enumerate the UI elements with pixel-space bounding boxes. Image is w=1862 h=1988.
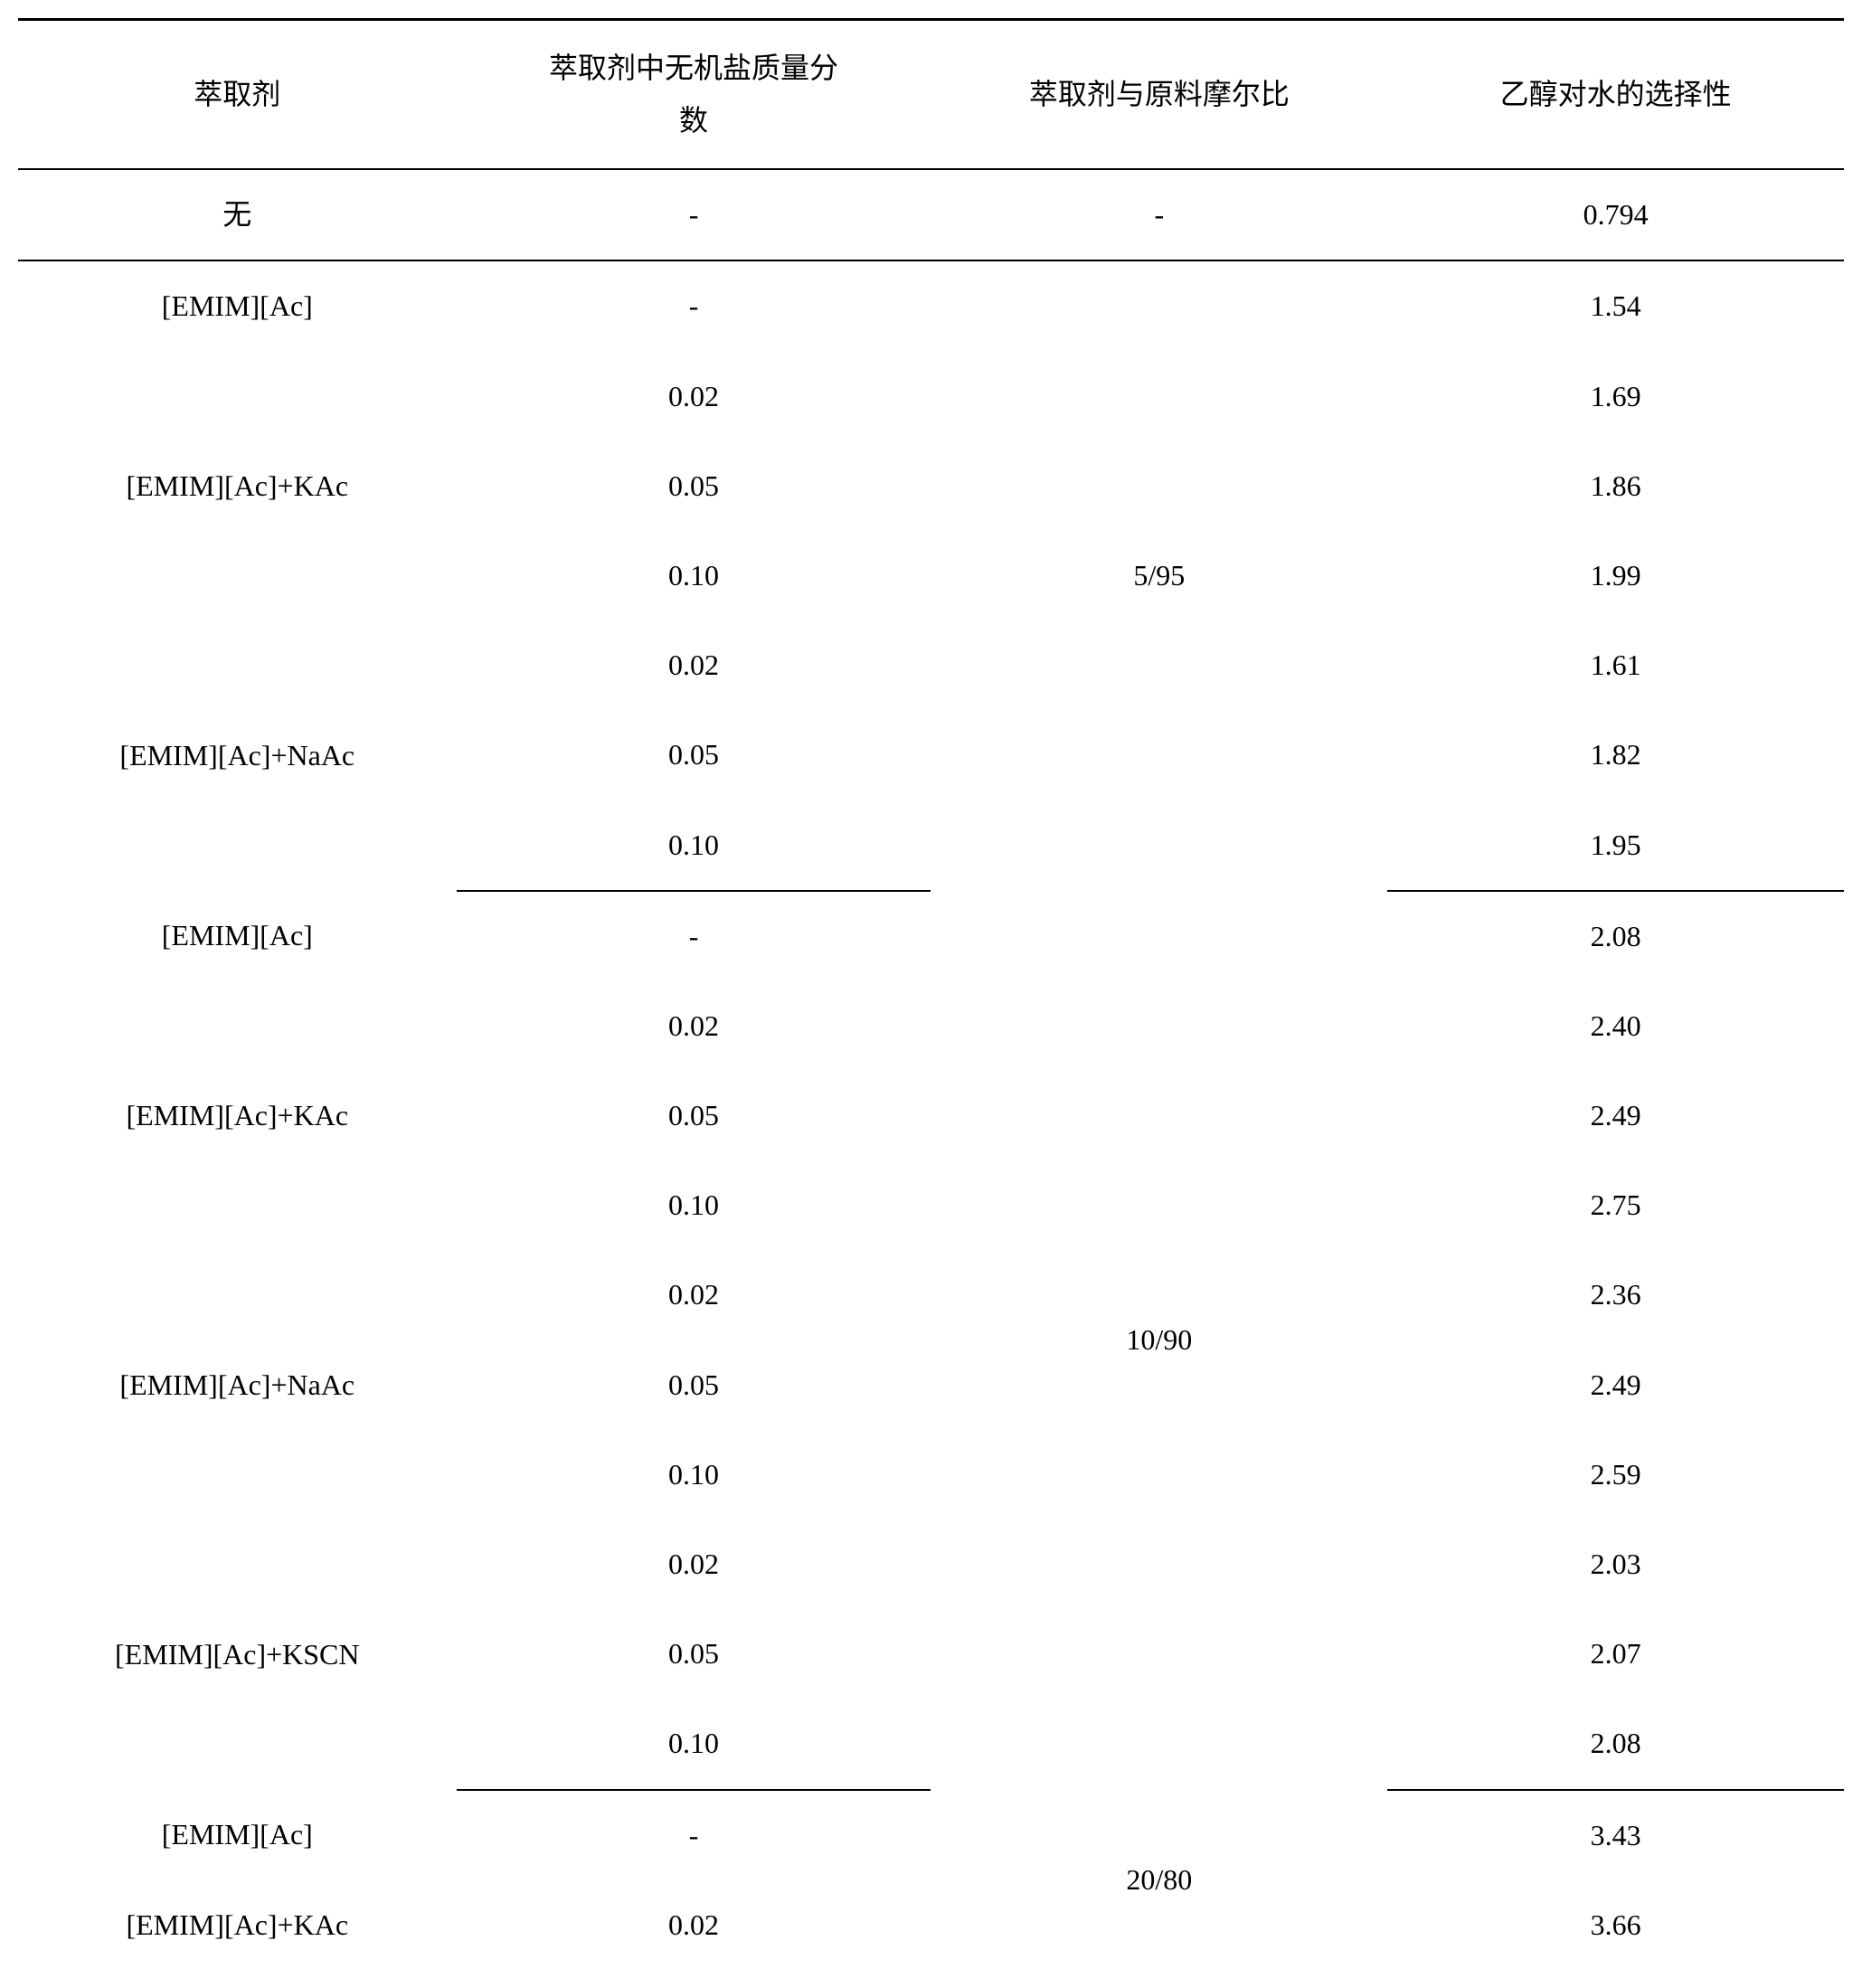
cell-extractant: [EMIM][Ac]+NaAc: [18, 1250, 457, 1519]
header-selectivity: 乙醇对水的选择性: [1387, 20, 1844, 170]
cell-extractant: [EMIM][Ac]+KSCN: [18, 1519, 457, 1790]
cell-fraction: 0.10: [457, 1699, 931, 1789]
cell-extractant: [EMIM][Ac]: [18, 891, 457, 981]
cell-selectivity: 2.49: [1387, 1071, 1844, 1160]
cell-fraction: 0.05: [457, 441, 931, 531]
cell-extractant: 无: [18, 169, 457, 260]
header-salt-fraction: 萃取剂中无机盐质量分 数: [457, 20, 931, 170]
cell-fraction: 0.05: [457, 710, 931, 800]
table-row: 无--0.794: [18, 169, 1844, 260]
header-molar-ratio: 萃取剂与原料摩尔比: [931, 20, 1387, 170]
cell-selectivity: 1.61: [1387, 620, 1844, 710]
cell-fraction: 0.05: [457, 1609, 931, 1699]
cell-extractant: [EMIM][Ac]+KAc: [18, 981, 457, 1251]
cell-selectivity: 3.43: [1387, 1790, 1844, 1880]
cell-selectivity: 2.36: [1387, 1250, 1844, 1340]
cell-fraction: -: [457, 891, 931, 981]
cell-selectivity: 1.86: [1387, 441, 1844, 531]
header-extractant: 萃取剂: [18, 20, 457, 170]
cell-selectivity: 1.95: [1387, 800, 1844, 891]
cell-ratio: 5/95: [931, 260, 1387, 890]
cell-fraction: 0.02: [457, 1250, 931, 1340]
cell-selectivity: 2.75: [1387, 1160, 1844, 1250]
cell-fraction: 0.10: [457, 531, 931, 620]
table-row: [EMIM][Ac]-5/951.54: [18, 260, 1844, 351]
cell-ratio: 10/90: [931, 891, 1387, 1790]
cell-selectivity: 0.794: [1387, 169, 1844, 260]
cell-extractant: [EMIM][Ac]: [18, 260, 457, 351]
cell-selectivity: 2.03: [1387, 1519, 1844, 1609]
cell-selectivity: 2.08: [1387, 1699, 1844, 1789]
cell-selectivity: 2.40: [1387, 981, 1844, 1071]
cell-fraction: 0.02: [457, 352, 931, 441]
cell-selectivity: 3.66: [1387, 1880, 1844, 1970]
cell-fraction: 0.02: [457, 620, 931, 710]
cell-fraction: 0.05: [457, 1071, 931, 1160]
cell-fraction: 0.02: [457, 981, 931, 1071]
table-container: 萃取剂 萃取剂中无机盐质量分 数 萃取剂与原料摩尔比 乙醇对水的选择性 无--0…: [18, 18, 1844, 1970]
table-row: [EMIM][Ac]-10/902.08: [18, 891, 1844, 981]
cell-ratio: 20/80: [931, 1790, 1387, 1970]
header-row: 萃取剂 萃取剂中无机盐质量分 数 萃取剂与原料摩尔比 乙醇对水的选择性: [18, 20, 1844, 170]
cell-fraction: 0.10: [457, 800, 931, 891]
cell-fraction: -: [457, 169, 931, 260]
cell-ratio: -: [931, 169, 1387, 260]
cell-fraction: 0.10: [457, 1160, 931, 1250]
cell-selectivity: 2.07: [1387, 1609, 1844, 1699]
cell-selectivity: 2.49: [1387, 1340, 1844, 1430]
table-row: [EMIM][Ac]-20/803.43: [18, 1790, 1844, 1880]
cell-extractant: [EMIM][Ac]+KAc: [18, 1880, 457, 1970]
cell-extractant: [EMIM][Ac]: [18, 1790, 457, 1880]
data-table: 萃取剂 萃取剂中无机盐质量分 数 萃取剂与原料摩尔比 乙醇对水的选择性 无--0…: [18, 18, 1844, 1970]
cell-fraction: -: [457, 260, 931, 351]
cell-selectivity: 1.54: [1387, 260, 1844, 351]
cell-fraction: -: [457, 1790, 931, 1880]
table-header: 萃取剂 萃取剂中无机盐质量分 数 萃取剂与原料摩尔比 乙醇对水的选择性: [18, 20, 1844, 170]
cell-selectivity: 1.99: [1387, 531, 1844, 620]
cell-fraction: 0.05: [457, 1340, 931, 1430]
cell-fraction: 0.10: [457, 1430, 931, 1519]
cell-selectivity: 1.82: [1387, 710, 1844, 800]
cell-extractant: [EMIM][Ac]+KAc: [18, 352, 457, 621]
cell-selectivity: 1.69: [1387, 352, 1844, 441]
cell-extractant: [EMIM][Ac]+NaAc: [18, 620, 457, 891]
table-body: 无--0.794[EMIM][Ac]-5/951.54[EMIM][Ac]+KA…: [18, 169, 1844, 1970]
cell-selectivity: 2.59: [1387, 1430, 1844, 1519]
cell-fraction: 0.02: [457, 1519, 931, 1609]
cell-selectivity: 2.08: [1387, 891, 1844, 981]
cell-fraction: 0.02: [457, 1880, 931, 1970]
